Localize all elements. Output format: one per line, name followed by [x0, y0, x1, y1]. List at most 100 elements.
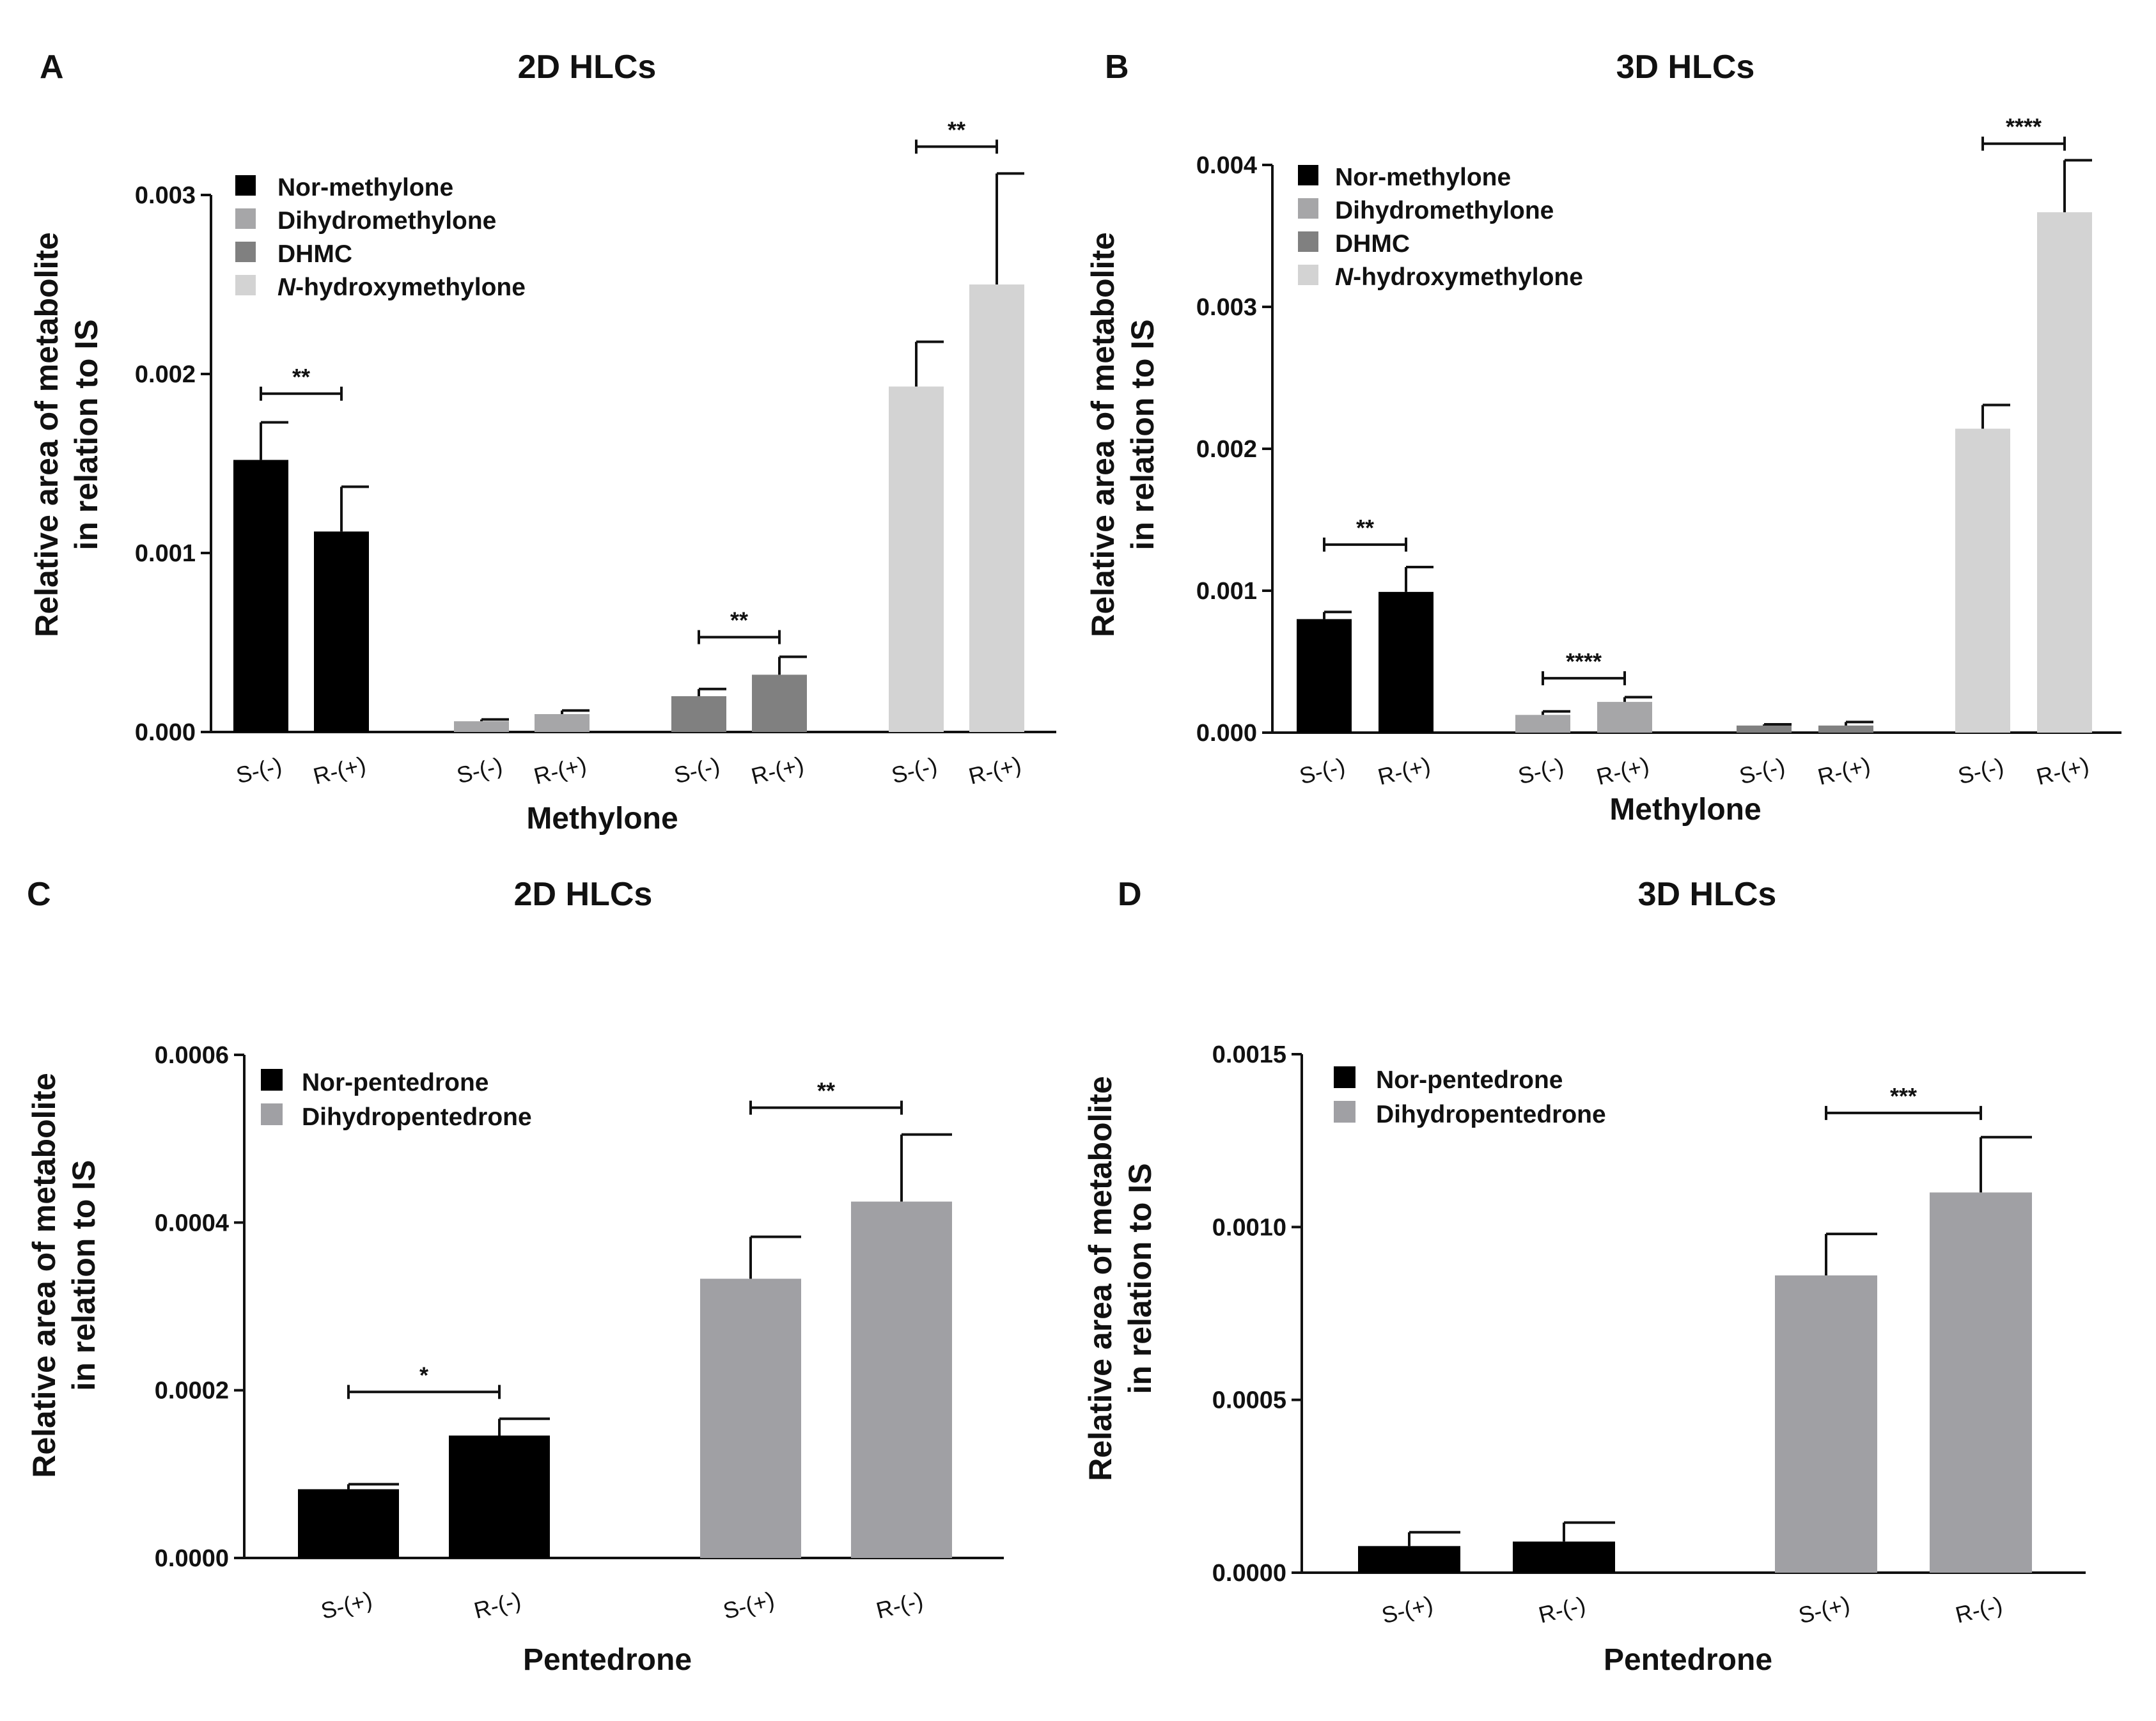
panel-b-bar [1737, 725, 1792, 733]
panel-d-category-label: S-(+) [1379, 1591, 1436, 1628]
panel-b-legend-swatch-n-hydroxymethylone [1298, 265, 1318, 285]
panel-a-ylabel-line2: in relation to IS [68, 319, 104, 550]
panel-a-legend-nor-methylone: Nor-methylone [277, 174, 453, 201]
panel-a-bar [889, 386, 944, 732]
panel-d-letter: D [1118, 876, 1142, 913]
panel-a-ytick-label: 0.001 [135, 540, 196, 567]
panel-b-xlabel: Methylone [1609, 793, 1761, 827]
panel-d-legend-dihydropentedrone: Dihydropentedrone [1376, 1101, 1606, 1128]
panel-a: A 2D HLCs Relative area of metabolite in… [29, 49, 1056, 836]
panel-d-bar [1358, 1546, 1460, 1573]
panel-b-bar [1597, 701, 1652, 733]
panel-b-bar [1955, 428, 2010, 733]
panel-c-bar [851, 1201, 952, 1558]
panel-a-plot: 0.000 0.001 0.002 0.003 S-(-) R-(+) S-(-) R-(+)… [135, 116, 1056, 790]
panel-b-category-label: R-(+) [1815, 752, 1873, 790]
panel-b-legend-n-hydroxymethylone: N-hydroxymethylone [1335, 263, 1583, 291]
panel-b-legend-nor-methylone: Nor-methylone [1335, 164, 1511, 191]
panel-a-legend-swatch-n-hydroxymethylone [235, 275, 256, 295]
panel-b-ytick-label: 0.004 [1196, 152, 1257, 179]
panel-c-ylabel-line1: Relative area of metabolite [26, 1073, 62, 1478]
panel-a-legend-swatch-nor-methylone [235, 175, 256, 196]
panel-b-ylabel-line2: in relation to IS [1125, 319, 1160, 550]
panel-a-category-label: S-(-) [671, 752, 723, 788]
panel-c-ylabel-line2: in relation to IS [66, 1160, 102, 1390]
panel-d-ytick-label: 0.0005 [1212, 1387, 1286, 1414]
panel-b-category-label: S-(-) [1955, 752, 2006, 789]
panel-c-category-label: R-(-) [471, 1587, 524, 1624]
panel-a-significance-label: ** [730, 607, 748, 634]
panel-a-bar [752, 674, 807, 732]
panel-a-ytick-label: 0.000 [135, 719, 196, 746]
panel-d-significance-label: *** [1890, 1083, 1917, 1109]
panel-c-xlabel: Pentedrone [523, 1643, 692, 1677]
panel-b-legend-swatch-dihydromethylone [1298, 198, 1318, 219]
panel-d-ylabel-line1: Relative area of metabolite [1082, 1076, 1118, 1481]
panel-b-ytick-label: 0.003 [1196, 294, 1257, 321]
panel-c-significance-label: ** [817, 1078, 835, 1104]
panel-b-bar [1297, 619, 1352, 733]
panel-b-ytick-label: 0.000 [1196, 720, 1257, 747]
panel-c-category-label: R-(-) [873, 1587, 926, 1624]
panel-b-significance-label: **** [2006, 114, 2042, 140]
panel-a-bar [233, 460, 288, 732]
panel-c-legend-swatch-nor-pentedrone [261, 1069, 283, 1091]
panel-d-ytick-label: 0.0010 [1212, 1214, 1286, 1241]
panel-b-significance-label: ** [1356, 515, 1374, 541]
panel-d-ytick-label: 0.0015 [1212, 1041, 1286, 1068]
panel-a-ytick-label: 0.003 [135, 182, 196, 209]
panel-d-title: 3D HLCs [1638, 876, 1777, 913]
panel-b-ytick-label: 0.001 [1196, 578, 1257, 605]
panel-b-letter: B [1105, 49, 1129, 86]
panel-d-plot: 0.0000 0.0005 0.0010 0.0015 S-(+) R-(-) S-(+) R… [1212, 1041, 2086, 1629]
panel-b-plot: 0.000 0.001 0.002 0.003 0.004 S-(-) R-(+) S-(-)… [1196, 114, 2121, 790]
panel-a-category-label: S-(-) [454, 752, 505, 788]
panel-b: B 3D HLCs Relative area of metabolite in… [1085, 49, 2121, 827]
panel-d-legend-swatch-dihydropentedrone [1334, 1101, 1355, 1123]
panel-a-bar [969, 284, 1024, 732]
panel-a-bar [314, 531, 369, 732]
panel-b-category-label: R-(+) [1594, 752, 1652, 790]
panel-d-legend-swatch-nor-pentedrone [1334, 1066, 1355, 1088]
panel-b-category-label: S-(-) [1297, 752, 1348, 789]
panel-a-legend-dhmc: DHMC [277, 240, 352, 268]
panel-d-bar [1775, 1275, 1877, 1573]
panel-c-category-label: S-(+) [318, 1586, 375, 1624]
panel-c-significance-label: * [419, 1362, 428, 1388]
panel-d-category-label: S-(+) [1796, 1591, 1853, 1628]
panel-a-significance-label: ** [292, 364, 310, 390]
panel-a-ytick-label: 0.002 [135, 361, 196, 388]
panel-c-bar [700, 1279, 801, 1558]
panel-b-category-label: R-(+) [1375, 752, 1433, 790]
panel-c-bar [449, 1435, 550, 1558]
panel-d-category-label: R-(-) [1536, 1591, 1588, 1628]
panel-b-bar [1818, 725, 1873, 733]
panel-a-bar [454, 721, 509, 732]
panel-c-ytick-label: 0.0002 [155, 1378, 229, 1405]
panel-b-legend-swatch-dhmc [1298, 231, 1318, 252]
panel-d-xlabel: Pentedrone [1604, 1643, 1772, 1677]
panel-d-bar [1930, 1192, 2032, 1573]
panel-b-title: 3D HLCs [1616, 49, 1755, 86]
panel-a-letter: A [40, 49, 64, 86]
panel-a-category-label: S-(-) [889, 752, 940, 788]
panel-b-legend: Nor-methylone Dihydromethylone DHMC N-hy… [1298, 164, 1583, 291]
panel-a-category-label: S-(-) [233, 752, 285, 788]
panel-d-legend: Nor-pentedrone Dihydropentedrone [1334, 1066, 1606, 1128]
panel-c-ytick-label: 0.0004 [155, 1210, 229, 1236]
panel-d-ylabel-line2: in relation to IS [1122, 1163, 1158, 1394]
panel-b-legend-dihydromethylone: Dihydromethylone [1335, 197, 1554, 224]
panel-b-ylabel-line1: Relative area of metabolite [1085, 232, 1121, 637]
panel-c-legend-nor-pentedrone: Nor-pentedrone [302, 1069, 489, 1096]
panel-c-legend-swatch-dihydropentedrone [261, 1103, 283, 1125]
panel-a-legend-n-hydroxymethylone: N-hydroxymethylone [277, 274, 526, 301]
panel-a-category-label: R-(+) [311, 751, 368, 790]
panel-a-category-label: R-(+) [531, 751, 589, 790]
panel-c-category-label: S-(+) [721, 1586, 777, 1624]
panel-c-letter: C [27, 876, 51, 913]
panel-d-ytick-label: 0.0000 [1212, 1560, 1286, 1587]
panel-c-title: 2D HLCs [514, 876, 653, 913]
panel-b-legend-swatch-nor-methylone [1298, 165, 1318, 185]
panel-b-bar [1379, 591, 1433, 733]
panel-c-bar [298, 1489, 399, 1558]
